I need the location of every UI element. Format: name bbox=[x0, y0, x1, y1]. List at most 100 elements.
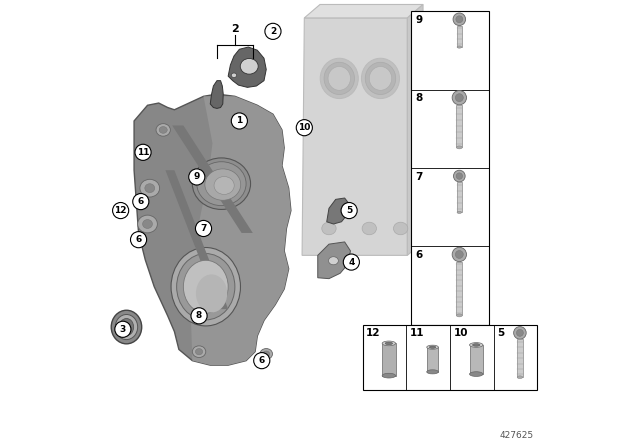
Circle shape bbox=[453, 13, 466, 26]
Ellipse shape bbox=[260, 349, 273, 359]
FancyBboxPatch shape bbox=[456, 105, 462, 147]
Ellipse shape bbox=[362, 58, 399, 99]
Ellipse shape bbox=[119, 319, 134, 336]
Text: 5: 5 bbox=[497, 328, 504, 338]
Ellipse shape bbox=[328, 257, 339, 265]
Text: 427625: 427625 bbox=[500, 431, 534, 440]
Ellipse shape bbox=[324, 62, 355, 95]
Text: 6: 6 bbox=[415, 250, 422, 260]
Circle shape bbox=[456, 16, 463, 23]
Text: 3: 3 bbox=[120, 325, 126, 334]
Ellipse shape bbox=[470, 343, 483, 347]
Text: 11: 11 bbox=[410, 328, 424, 338]
FancyBboxPatch shape bbox=[457, 182, 461, 212]
Ellipse shape bbox=[456, 146, 462, 149]
Circle shape bbox=[516, 329, 524, 336]
Ellipse shape bbox=[145, 184, 155, 193]
FancyBboxPatch shape bbox=[411, 11, 489, 325]
Text: 5: 5 bbox=[346, 206, 352, 215]
Polygon shape bbox=[305, 4, 423, 18]
Ellipse shape bbox=[177, 254, 235, 320]
Circle shape bbox=[231, 113, 248, 129]
Ellipse shape bbox=[143, 220, 152, 228]
Circle shape bbox=[452, 90, 467, 105]
Circle shape bbox=[456, 94, 463, 102]
Ellipse shape bbox=[362, 222, 376, 235]
Text: 2: 2 bbox=[231, 24, 239, 34]
Polygon shape bbox=[326, 198, 349, 224]
Ellipse shape bbox=[156, 124, 170, 136]
Text: 12: 12 bbox=[366, 328, 381, 338]
Ellipse shape bbox=[171, 247, 241, 326]
Ellipse shape bbox=[394, 222, 408, 235]
Ellipse shape bbox=[197, 162, 246, 206]
Polygon shape bbox=[228, 47, 266, 87]
Text: 9: 9 bbox=[415, 15, 422, 25]
Text: 6: 6 bbox=[138, 197, 144, 206]
Ellipse shape bbox=[429, 346, 436, 349]
Ellipse shape bbox=[115, 314, 138, 340]
Ellipse shape bbox=[192, 346, 205, 358]
FancyBboxPatch shape bbox=[517, 339, 523, 377]
Polygon shape bbox=[165, 170, 228, 309]
Ellipse shape bbox=[196, 274, 227, 313]
Ellipse shape bbox=[369, 66, 392, 90]
Ellipse shape bbox=[192, 158, 251, 210]
FancyBboxPatch shape bbox=[457, 26, 461, 47]
Polygon shape bbox=[190, 96, 291, 365]
Text: 4: 4 bbox=[348, 258, 355, 267]
Ellipse shape bbox=[382, 373, 396, 378]
FancyBboxPatch shape bbox=[362, 325, 538, 390]
Ellipse shape bbox=[470, 372, 483, 376]
Polygon shape bbox=[172, 125, 253, 233]
FancyBboxPatch shape bbox=[427, 347, 438, 372]
Ellipse shape bbox=[263, 351, 269, 357]
Polygon shape bbox=[302, 18, 407, 255]
Text: 6: 6 bbox=[259, 356, 265, 365]
Polygon shape bbox=[317, 242, 351, 279]
FancyBboxPatch shape bbox=[382, 343, 396, 375]
Circle shape bbox=[131, 232, 147, 248]
Ellipse shape bbox=[427, 370, 438, 374]
Text: 12: 12 bbox=[115, 206, 127, 215]
Ellipse shape bbox=[195, 349, 203, 355]
Circle shape bbox=[115, 321, 131, 337]
Polygon shape bbox=[407, 4, 423, 255]
Circle shape bbox=[113, 202, 129, 219]
Ellipse shape bbox=[322, 222, 336, 235]
FancyBboxPatch shape bbox=[470, 345, 483, 374]
Circle shape bbox=[452, 247, 467, 262]
Circle shape bbox=[253, 353, 270, 369]
Circle shape bbox=[456, 250, 463, 258]
Text: 7: 7 bbox=[200, 224, 207, 233]
Polygon shape bbox=[210, 81, 223, 108]
Ellipse shape bbox=[365, 62, 396, 95]
Text: 11: 11 bbox=[137, 148, 149, 157]
Ellipse shape bbox=[517, 376, 523, 379]
Text: 6: 6 bbox=[136, 235, 141, 244]
Circle shape bbox=[189, 169, 205, 185]
Text: 8: 8 bbox=[196, 311, 202, 320]
Text: 1: 1 bbox=[236, 116, 243, 125]
Ellipse shape bbox=[328, 66, 351, 90]
Circle shape bbox=[454, 170, 465, 182]
Circle shape bbox=[265, 23, 281, 39]
Ellipse shape bbox=[111, 310, 141, 344]
Ellipse shape bbox=[457, 46, 461, 48]
Ellipse shape bbox=[205, 169, 241, 200]
Text: 2: 2 bbox=[270, 27, 276, 36]
Ellipse shape bbox=[457, 211, 461, 214]
Ellipse shape bbox=[140, 179, 159, 197]
Text: 9: 9 bbox=[194, 172, 200, 181]
Text: 10: 10 bbox=[298, 123, 310, 132]
Circle shape bbox=[343, 254, 360, 270]
Ellipse shape bbox=[231, 73, 237, 78]
Circle shape bbox=[135, 144, 151, 160]
Polygon shape bbox=[134, 94, 291, 365]
Ellipse shape bbox=[472, 344, 480, 346]
Text: 8: 8 bbox=[415, 93, 422, 103]
FancyBboxPatch shape bbox=[456, 262, 462, 315]
Ellipse shape bbox=[138, 215, 157, 233]
Ellipse shape bbox=[427, 345, 438, 349]
Circle shape bbox=[514, 327, 526, 339]
